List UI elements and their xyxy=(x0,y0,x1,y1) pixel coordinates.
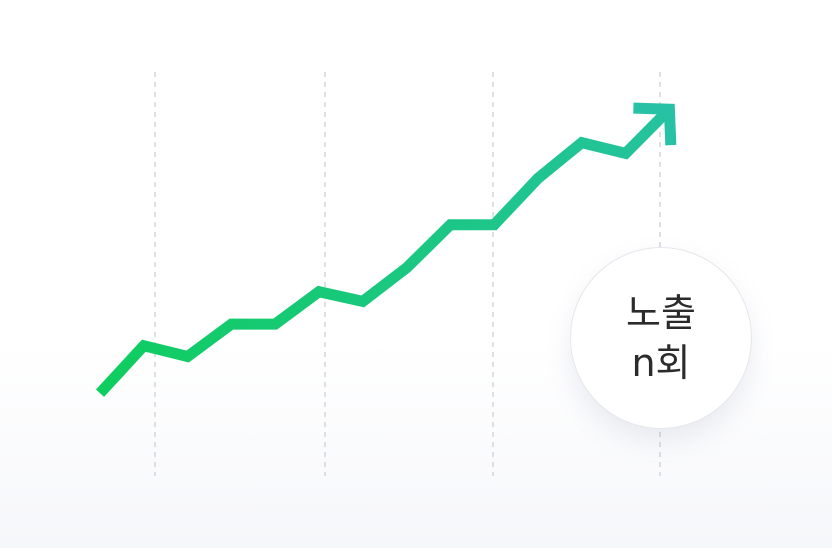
series-layer xyxy=(95,102,677,397)
arrow-head-icon xyxy=(633,102,677,146)
impressions-badge: 노출 n회 xyxy=(570,247,752,429)
badge-label-count: n회 xyxy=(631,341,691,385)
badge-label-impressions: 노출 xyxy=(626,291,696,335)
series-line xyxy=(95,105,674,397)
